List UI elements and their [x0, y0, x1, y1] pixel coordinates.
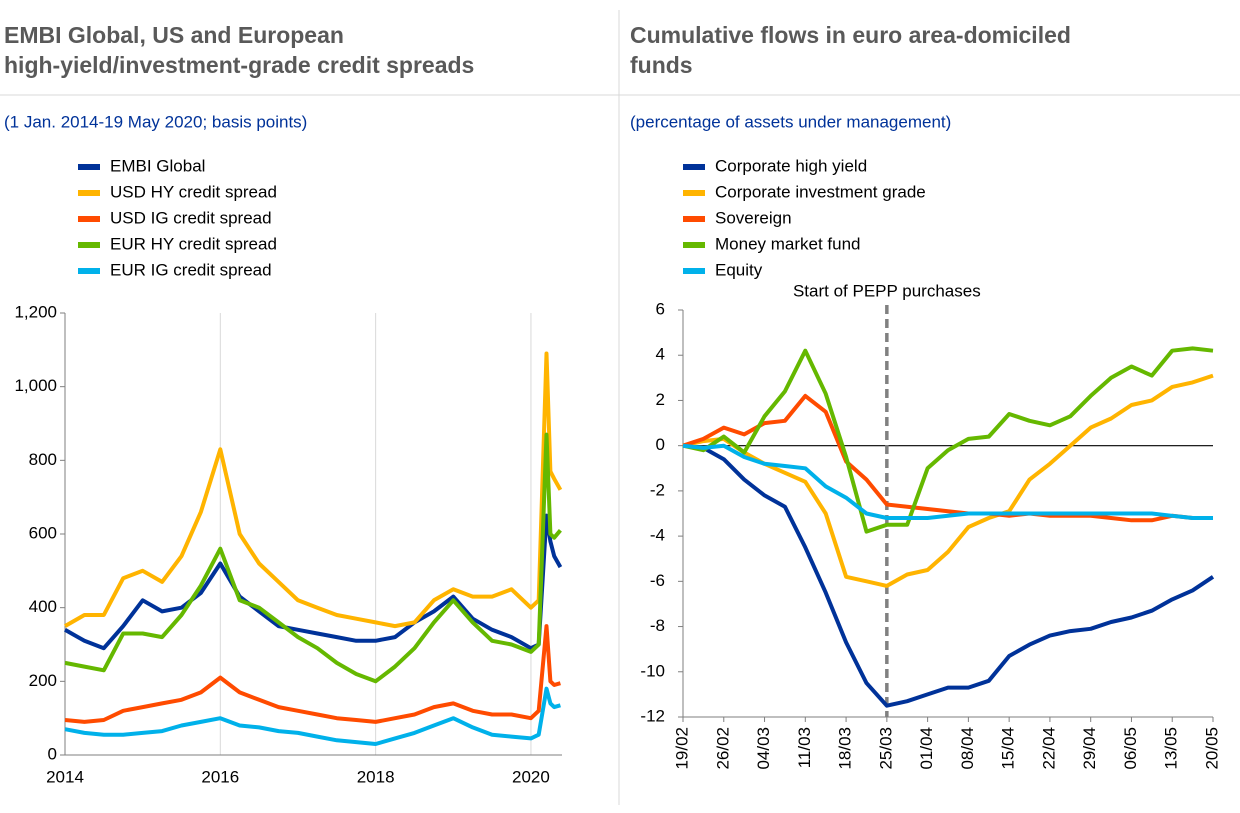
- x-tick-label: 2018: [357, 767, 395, 786]
- y-tick-label: 0: [48, 744, 57, 763]
- x-tick-label: 13/05: [1162, 727, 1181, 770]
- series-line: [682, 393, 1213, 523]
- x-tick-label: 26/02: [713, 727, 732, 770]
- series-line: [64, 432, 562, 684]
- y-tick-label: 4: [656, 345, 665, 364]
- y-tick-label: -6: [650, 571, 665, 590]
- y-tick-label: -4: [650, 526, 665, 545]
- y-tick-label: 400: [29, 597, 57, 616]
- x-tick-label: 08/04: [958, 727, 977, 770]
- y-tick-label: 1,000: [14, 376, 57, 395]
- legend-label: Equity: [715, 260, 763, 279]
- chart-subtitle: (1 Jan. 2014-19 May 2020; basis points): [4, 112, 307, 131]
- x-tick-label: 01/04: [917, 727, 936, 770]
- legend-label: EMBI Global: [110, 156, 205, 175]
- x-tick-label: 29/04: [1080, 727, 1099, 770]
- y-tick-label: 6: [656, 299, 665, 318]
- y-tick-label: -12: [640, 706, 665, 725]
- x-tick-label: 04/03: [754, 727, 773, 770]
- series-line: [64, 351, 563, 629]
- series-line: [64, 513, 563, 651]
- y-tick-label: 600: [29, 523, 57, 542]
- legend-label: EUR IG credit spread: [110, 260, 272, 279]
- legend-label: Corporate high yield: [715, 156, 867, 175]
- x-tick-label: 15/04: [999, 727, 1018, 770]
- x-tick-label: 2020: [512, 767, 550, 786]
- series-line: [682, 443, 1215, 708]
- legend-label: USD IG credit spread: [110, 208, 272, 227]
- x-tick-label: 20/05: [1202, 727, 1221, 770]
- annotation: Start of PEPP purchases: [793, 281, 981, 300]
- y-tick-label: -10: [640, 661, 665, 680]
- y-tick-label: 1,200: [14, 302, 57, 321]
- x-tick-label: 22/04: [1039, 727, 1058, 770]
- x-tick-label: 11/03: [795, 727, 814, 768]
- series-line: [64, 624, 561, 724]
- series-line: [682, 443, 1213, 520]
- y-tick-label: 2: [656, 390, 665, 409]
- chart-title: funds: [630, 52, 693, 78]
- x-tick-label: 06/05: [1121, 727, 1140, 770]
- chart-title: high-yield/investment-grade credit sprea…: [4, 52, 474, 78]
- x-tick-label: 19/02: [672, 727, 691, 770]
- x-tick-label: 25/03: [876, 727, 895, 770]
- x-tick-label: 18/03: [836, 727, 855, 770]
- y-tick-label: 0: [656, 435, 665, 454]
- y-tick-label: -2: [650, 480, 665, 499]
- legend-label: EUR HY credit spread: [110, 234, 277, 253]
- series-line: [64, 686, 561, 746]
- y-tick-label: -8: [650, 616, 665, 635]
- series-line: [682, 346, 1214, 534]
- legend-label: Corporate investment grade: [715, 182, 926, 201]
- series-line: [682, 373, 1214, 588]
- chart-subtitle: (percentage of assets under management): [630, 112, 951, 131]
- legend-label: Sovereign: [715, 208, 792, 227]
- y-tick-label: 800: [29, 450, 57, 469]
- x-tick-label: 2014: [46, 767, 84, 786]
- y-tick-label: 200: [29, 671, 57, 690]
- x-tick-label: 2016: [201, 767, 239, 786]
- chart-title: Cumulative flows in euro area-domiciled: [630, 22, 1071, 48]
- legend-label: USD HY credit spread: [110, 182, 277, 201]
- legend-label: Money market fund: [715, 234, 861, 253]
- chart-title: EMBI Global, US and European: [4, 22, 344, 48]
